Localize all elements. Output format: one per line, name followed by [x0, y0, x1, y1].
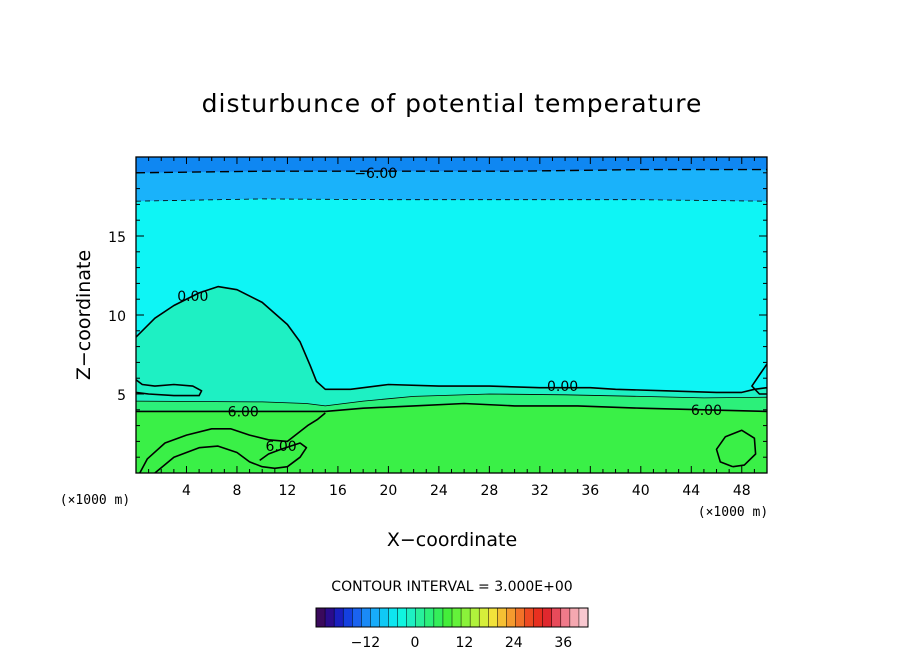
- x-tick-label: 44: [682, 483, 700, 499]
- contour-label-text: 6.00: [691, 403, 722, 419]
- contour-interval-note: CONTOUR INTERVAL = 3.000E+00: [331, 579, 572, 595]
- x-axis-label: X−coordinate: [387, 529, 517, 551]
- colorbar-tick-label: 12: [455, 635, 473, 651]
- x-unit-label-left: (×1000 m): [60, 493, 130, 508]
- colorbar-swatch: [433, 608, 444, 627]
- colorbar-swatch: [415, 608, 426, 627]
- colorbar-swatch: [470, 608, 480, 627]
- colorbar-swatch: [479, 608, 489, 627]
- y-axis-ticks: 5 10 15: [108, 172, 767, 458]
- colorbar-swatch: [542, 608, 553, 627]
- contour-label-3: 6.00: [228, 404, 259, 420]
- y-tick-label: 10: [108, 309, 126, 325]
- colorbar-swatch: [379, 608, 389, 627]
- y-tick-label: 15: [108, 230, 126, 246]
- colorbar-swatch: [515, 608, 525, 627]
- contour-label-text: 0.00: [177, 289, 208, 305]
- contour-lines: [136, 168, 767, 473]
- contour-label-0: −6.00: [354, 166, 397, 182]
- x-unit-label-right: (×1000 m): [698, 505, 768, 520]
- colorbar-tick-label: −12: [351, 635, 381, 651]
- colorbar-swatch: [461, 608, 471, 627]
- contour-labels: −6.00 0.00 0.00 6.00 6.00 6.00: [177, 166, 722, 455]
- colorbar-tick-label: 36: [554, 635, 572, 651]
- x-tick-label: 40: [632, 483, 650, 499]
- colorbar-swatch: [316, 608, 326, 627]
- contour-label-text: 0.00: [547, 379, 578, 395]
- colorbar-swatch: [452, 608, 462, 627]
- y-axis-label: Z−coordinate: [73, 250, 95, 380]
- colorbar-swatch: [406, 608, 417, 627]
- colorbar-swatch: [388, 608, 398, 627]
- x-tick-label: 36: [581, 483, 599, 499]
- colorbar-tick-label: 24: [505, 635, 523, 651]
- colorbar-swatch: [560, 608, 571, 627]
- filled-contours: [136, 157, 767, 473]
- contour-label-text: 6.00: [266, 439, 297, 455]
- contour-label-4: 6.00: [266, 439, 297, 455]
- colorbar-swatch: [424, 608, 435, 627]
- colorbar-swatch: [325, 608, 335, 627]
- colorbar-tick-label: 0: [410, 635, 419, 651]
- fill-band-blue: [136, 157, 767, 173]
- colorbar-swatch: [524, 608, 534, 627]
- colorbar-swatch: [397, 608, 408, 627]
- chart-title: disturbunce of potential temperature: [202, 89, 703, 118]
- colorbar-swatch: [497, 608, 507, 627]
- contour-label-text: −6.00: [354, 166, 397, 182]
- contour-line-2: [136, 285, 767, 394]
- contour-line-0: [136, 168, 767, 174]
- contour-label-text: 6.00: [228, 404, 259, 420]
- colorbar-ticks: −12 0 12 24 36: [351, 635, 573, 651]
- colorbar-swatch: [506, 608, 516, 627]
- contour-line-1: [136, 198, 767, 202]
- x-tick-label: 4: [182, 483, 191, 499]
- colorbar-swatch: [334, 608, 344, 627]
- colorbar-swatch: [569, 608, 580, 627]
- contour-line-7: [139, 412, 326, 473]
- colorbar-swatch: [533, 608, 544, 627]
- colorbar-swatch: [442, 608, 453, 627]
- contour-line-9: [715, 429, 757, 468]
- contour-line-4: [136, 393, 767, 407]
- contour-label-5: 6.00: [691, 403, 722, 419]
- contour-line-5: [136, 402, 767, 413]
- x-tick-label: 48: [733, 483, 751, 499]
- x-tick-label: 8: [232, 483, 241, 499]
- colorbar-swatch: [488, 608, 498, 627]
- colorbar-swatch: [361, 608, 371, 627]
- contour-line-8: [154, 442, 308, 473]
- x-tick-label: 16: [329, 483, 347, 499]
- x-tick-label: 24: [430, 483, 448, 499]
- colorbar-frame: [315, 607, 589, 628]
- y-tick-label: 5: [117, 388, 126, 404]
- x-tick-label: 28: [480, 483, 498, 499]
- colorbar-swatch: [551, 608, 562, 627]
- contour-line-6: [136, 379, 203, 397]
- contour-label-1: 0.00: [177, 289, 208, 305]
- contour-label-2: 0.00: [547, 379, 578, 395]
- x-tick-label: 20: [379, 483, 397, 499]
- fill-band-green: [136, 403, 767, 473]
- x-tick-label: 32: [531, 483, 549, 499]
- colorbar-swatch: [352, 608, 362, 627]
- colorbar: [315, 607, 589, 628]
- plot-area: −6.000.000.006.006.006.00 4 8 12 16 20 24 28 32…: [108, 156, 768, 499]
- x-tick-label: 12: [279, 483, 297, 499]
- colorbar-swatch: [343, 608, 353, 627]
- colorbar-swatch: [370, 608, 380, 627]
- colorbar-swatch: [578, 608, 589, 627]
- x-axis-ticks: 4 8 12 16 20 24 28 32 36 40 44 48: [148, 157, 755, 499]
